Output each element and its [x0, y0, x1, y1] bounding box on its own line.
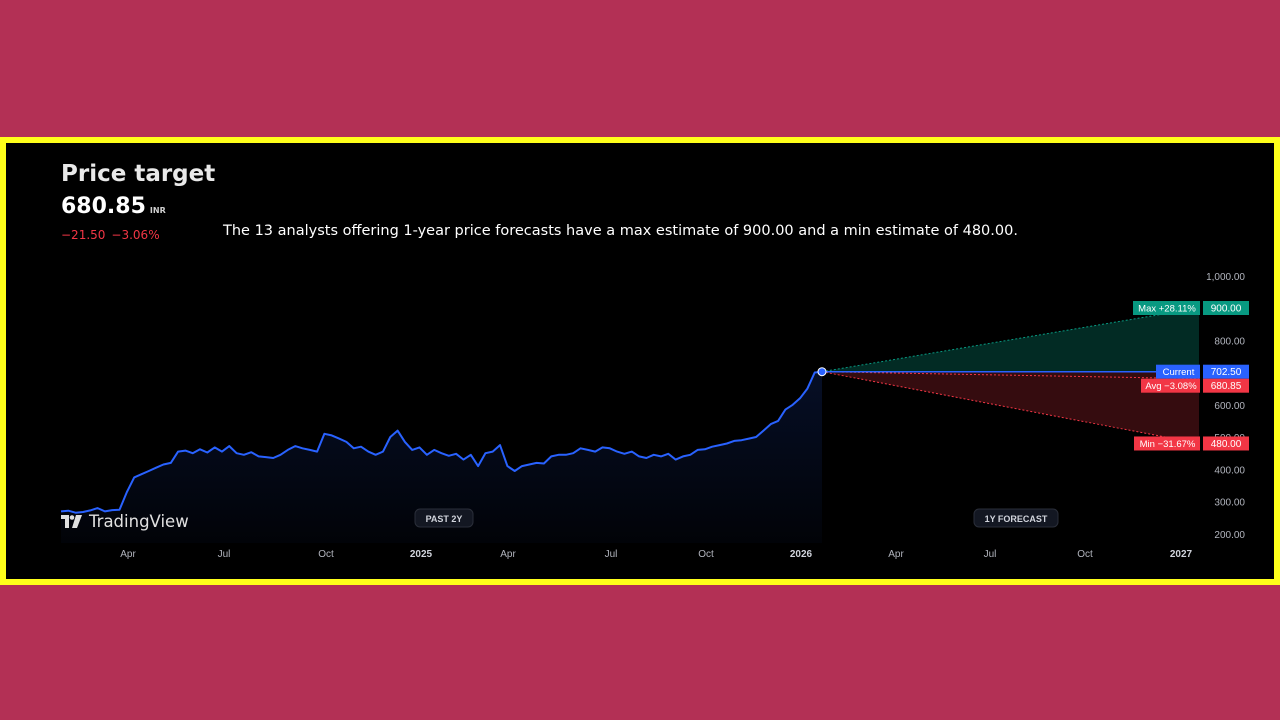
x-tick-label: Oct: [318, 549, 334, 560]
page-title: Price target: [61, 161, 216, 187]
max-label-box: [1133, 301, 1200, 315]
current-price-point: [817, 367, 827, 377]
x-tick-label: 2026: [790, 549, 813, 560]
min-value-box: [1203, 436, 1249, 451]
x-tick-label: Jul: [984, 549, 997, 560]
max-value-box: [1203, 301, 1249, 315]
max-label: Max +28.11%: [1138, 304, 1196, 315]
avg-value: 680.85: [1211, 381, 1242, 392]
y-tick-label: 800.00: [1214, 336, 1245, 347]
x-tick-label: Jul: [605, 549, 618, 560]
y-tick-label: 1,000.00: [1206, 272, 1245, 283]
x-tick-label: Oct: [1077, 549, 1093, 560]
period-label: 1Y FORECAST: [985, 514, 1048, 524]
currency-label: INR: [149, 206, 166, 215]
x-tick-label: Jul: [218, 549, 231, 560]
current-value-box: [1203, 364, 1249, 379]
forecast-min-area: [822, 371, 1199, 444]
price-target-chart[interactable]: 1,000.00800.00600.00500.00400.00300.0020…: [6, 143, 1274, 579]
history-area: [61, 371, 822, 543]
min-value: 480.00: [1211, 439, 1242, 450]
forecast-avg-line: [821, 371, 1200, 380]
y-tick-label: 200.00: [1214, 530, 1245, 541]
tradingview-logo-icon: [61, 515, 82, 528]
max-value: 900.00: [1211, 304, 1242, 315]
x-tick-label: 2025: [410, 549, 433, 560]
avg-label-box: [1141, 378, 1200, 393]
min-label: Min −31.67%: [1140, 439, 1196, 450]
x-tick-label: Apr: [888, 549, 904, 560]
y-tick-label: 300.00: [1214, 498, 1245, 509]
tradingview-logo[interactable]: TradingView: [61, 512, 189, 531]
price-history-line: [60, 370, 823, 514]
price-change: −21.50 −3.06%: [61, 228, 160, 242]
price-target-panel: Price target 680.85 INR −21.50 −3.06% Th…: [0, 137, 1280, 585]
price-block: 680.85 INR: [61, 194, 166, 219]
avg-label: Avg −3.08%: [1145, 381, 1197, 392]
forecast-summary: The 13 analysts offering 1-year price fo…: [223, 223, 1018, 239]
period-pill: [973, 508, 1059, 528]
period-pill: [414, 508, 474, 528]
x-tick-label: Apr: [500, 549, 516, 560]
y-tick-label: 400.00: [1214, 465, 1245, 476]
x-tick-label: Oct: [698, 549, 714, 560]
change-percent: −3.06%: [111, 228, 160, 242]
current-label-box: [1156, 364, 1200, 379]
change-absolute: −21.50: [61, 228, 106, 242]
current-label: Current: [1163, 367, 1195, 378]
current-value: 702.50: [1211, 367, 1242, 378]
min-label-box: [1134, 436, 1200, 451]
x-tick-label: Apr: [120, 549, 136, 560]
current-price: 680.85: [61, 194, 146, 219]
x-tick-label: 2027: [1170, 549, 1193, 560]
avg-value-box: [1203, 378, 1249, 393]
period-label: PAST 2Y: [426, 514, 463, 524]
brand-name: TradingView: [89, 512, 189, 531]
y-tick-label: 600.00: [1214, 401, 1245, 412]
